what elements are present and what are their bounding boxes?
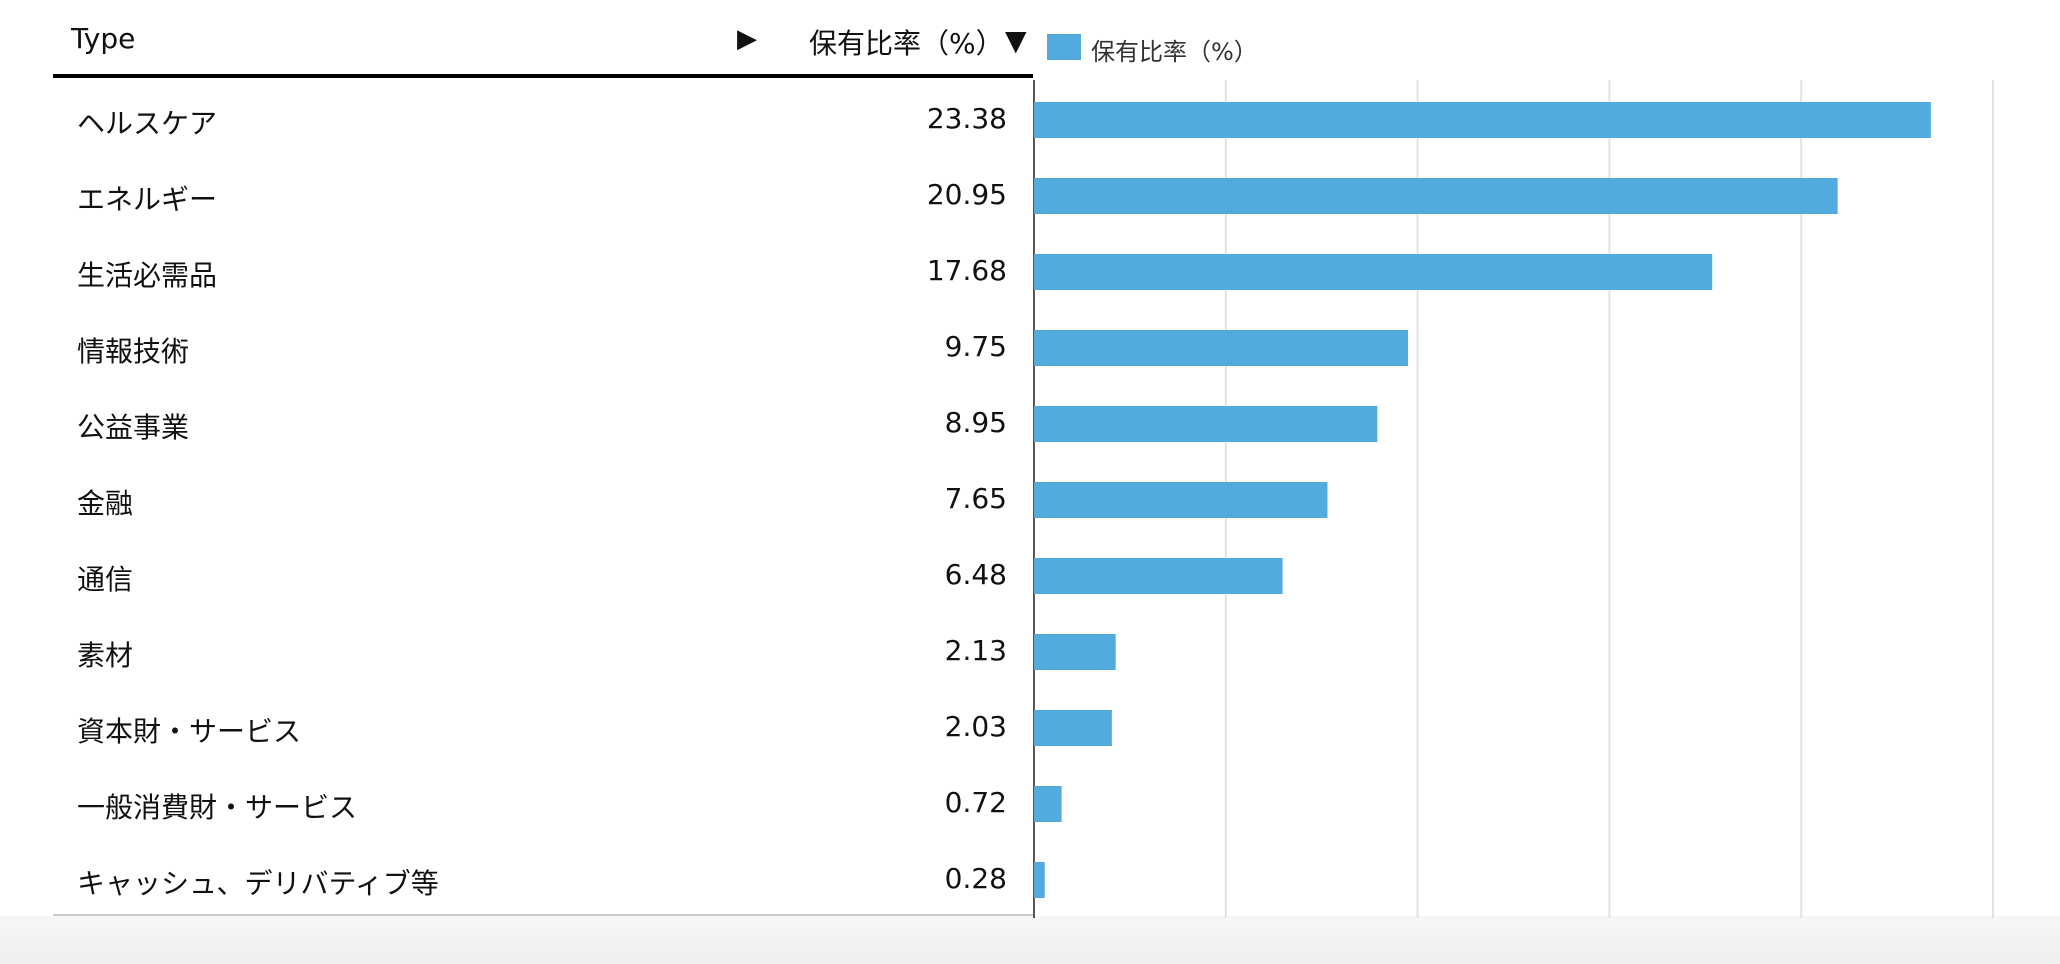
bar xyxy=(1034,102,1931,138)
table-row: 金融 7.65 xyxy=(53,460,1033,536)
row-category-label: キャッシュ、デリバティブ等 xyxy=(77,867,439,900)
row-value-label: 8.95 xyxy=(944,406,1007,439)
triangle-down-icon[interactable]: ▼ xyxy=(1005,24,1027,57)
row-category-label: 公益事業 xyxy=(77,411,190,444)
bar xyxy=(1034,710,1112,746)
table-header: Type ▶ 保有比率（%） ▼ xyxy=(53,0,1033,78)
table-row: ヘルスケア 23.38 xyxy=(53,80,1033,156)
row-category-label: 金融 xyxy=(77,487,134,520)
row-category-label: 情報技術 xyxy=(77,335,190,368)
row-category-label: エネルギー xyxy=(77,183,218,216)
table-row: キャッシュ、デリバティブ等 0.28 xyxy=(53,840,1033,916)
bar xyxy=(1034,634,1116,670)
row-category-label: 資本財・サービス xyxy=(77,715,302,748)
row-value-label: 0.72 xyxy=(944,786,1007,819)
bottom-fade xyxy=(0,916,2060,964)
row-value-label: 23.38 xyxy=(926,102,1007,135)
row-category-label: ヘルスケア xyxy=(77,107,218,140)
table-row: 生活必需品 17.68 xyxy=(53,232,1033,308)
row-category-label: 通信 xyxy=(77,563,134,596)
row-value-label: 20.95 xyxy=(926,178,1007,211)
row-value-label: 6.48 xyxy=(944,558,1007,591)
table-bottom-border xyxy=(53,914,1033,916)
table-row: 通信 6.48 xyxy=(53,536,1033,612)
table-row: 一般消費財・サービス 0.72 xyxy=(53,764,1033,840)
bar xyxy=(1034,406,1378,442)
row-category-label: 素材 xyxy=(77,639,134,672)
table-row: 公益事業 8.95 xyxy=(53,384,1033,460)
table-row: 素材 2.13 xyxy=(53,612,1033,688)
row-value-label: 7.65 xyxy=(944,482,1007,515)
column-header-type: Type xyxy=(71,22,136,55)
bar xyxy=(1034,786,1062,822)
row-value-label: 9.75 xyxy=(944,330,1007,363)
table-row: 情報技術 9.75 xyxy=(53,308,1033,384)
bar xyxy=(1034,482,1328,518)
column-header-holding-ratio[interactable]: 保有比率（%） xyxy=(809,27,1004,60)
table-row: 資本財・サービス 2.03 xyxy=(53,688,1033,764)
triangle-right-icon[interactable]: ▶ xyxy=(737,24,757,54)
bar xyxy=(1034,862,1045,898)
row-value-label: 2.03 xyxy=(944,710,1007,743)
row-value-label: 17.68 xyxy=(926,254,1007,287)
table-row: エネルギー 20.95 xyxy=(53,156,1033,232)
bar xyxy=(1034,558,1283,594)
legend-swatch xyxy=(1047,34,1081,60)
legend-label: 保有比率（%） xyxy=(1091,38,1258,66)
bar xyxy=(1034,178,1838,214)
row-value-label: 2.13 xyxy=(944,634,1007,667)
bar xyxy=(1034,254,1713,290)
row-category-label: 一般消費財・サービス xyxy=(77,791,358,824)
row-category-label: 生活必需品 xyxy=(77,259,218,292)
row-value-label: 0.28 xyxy=(944,862,1007,895)
bar xyxy=(1034,330,1409,366)
